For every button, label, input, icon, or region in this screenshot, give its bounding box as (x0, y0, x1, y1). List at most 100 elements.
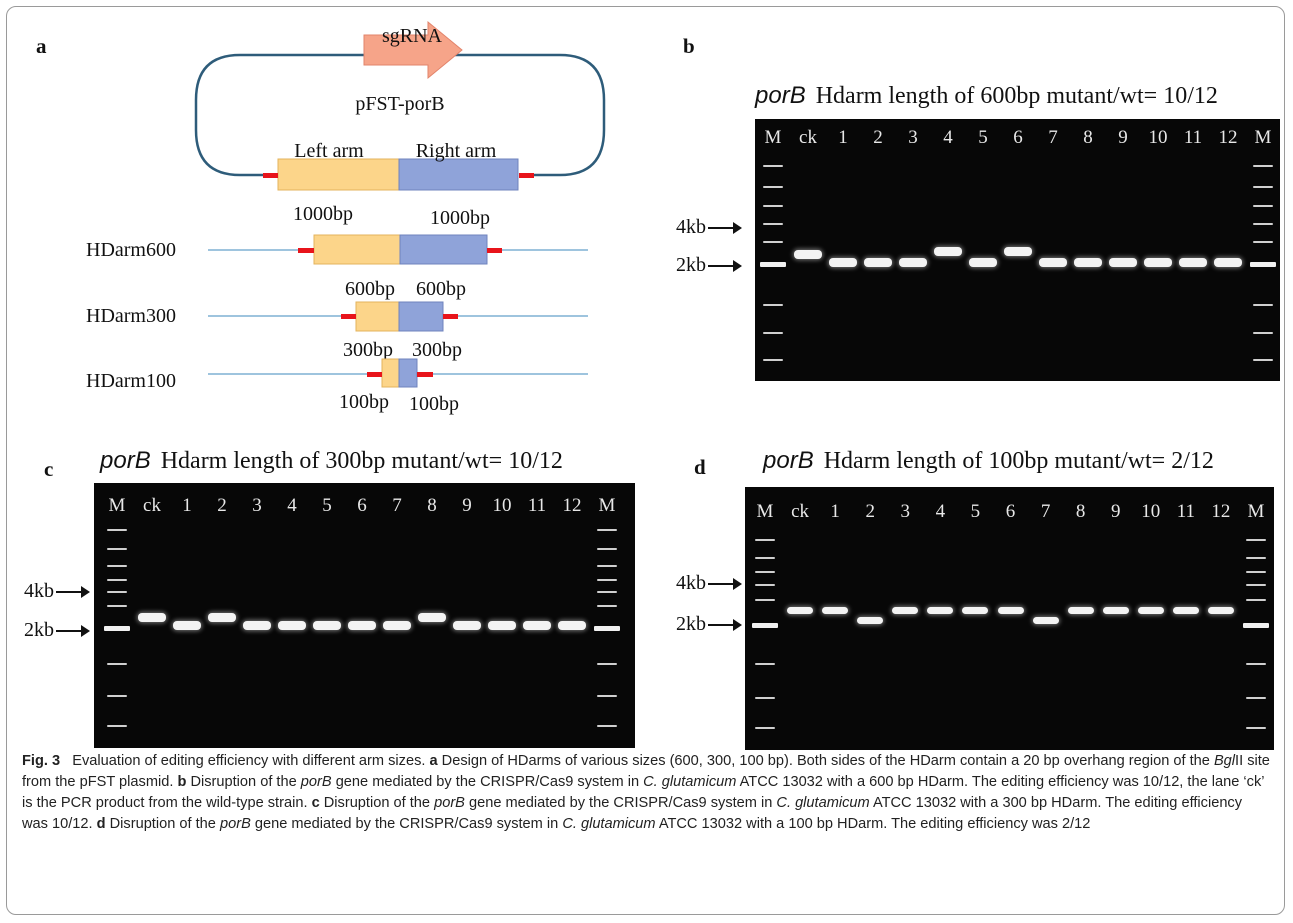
gel-b-ladder-rung (1253, 223, 1273, 225)
gel-b-band-lane-1 (829, 258, 857, 267)
gel-c-band-lane-ck (138, 613, 166, 622)
gel-b-lane-label-11: 10 (1148, 127, 1168, 148)
gel-c-lane-label-8: 7 (392, 495, 402, 516)
panel-label-b: b (683, 34, 695, 58)
gel-c-band-lane-1 (173, 621, 201, 630)
gel-b-lane-label-4: 3 (908, 127, 918, 148)
gel-b-lane-label-13: 12 (1218, 127, 1238, 148)
gel-d-ladder-rung (755, 599, 775, 601)
gel-d-lane-label-7: 6 (1005, 501, 1016, 522)
gel-c-band-lane-6 (348, 621, 376, 630)
arm300-left-bp: 600bp (345, 278, 395, 300)
gel-b-title-text: Hdarm length of 600bp mutant/wt= 10/12 (815, 83, 1218, 109)
gel-d-band-lane-12 (1207, 607, 1234, 614)
plasmid-overhang-right (519, 173, 534, 178)
caption-title: Evaluation of editing efficiency with di… (72, 753, 426, 769)
arm100-name: HDarm100 (86, 370, 176, 392)
gel-d-ladder-rung (1243, 623, 1269, 628)
gel-c-ladder-rung (597, 605, 617, 607)
gel-c-lane-label-2: 1 (182, 495, 192, 516)
plasmid-diagram: sgRNA pFST-porB Left arm Right arm 1000b… (86, 20, 606, 415)
gel-d-band-lane-10 (1137, 607, 1164, 614)
gel-d-band-lane-ck (787, 607, 814, 614)
gel-b-ladder-rung (763, 332, 783, 334)
arm600-name: HDarm600 (86, 239, 176, 261)
sgrna-label: sgRNA (382, 25, 443, 47)
gel-d-ladder-rung (755, 584, 775, 586)
panel-label-d: d (694, 455, 706, 479)
gel-d-band-lane-2 (857, 617, 884, 624)
gel-d-gene: porB (763, 447, 814, 474)
gel-d-ladder-rung (1246, 571, 1266, 573)
panel-label-a: a (36, 34, 47, 58)
arm600-left (313, 234, 401, 265)
gel-c-gene: porB (100, 447, 151, 474)
gel-d-lane-label-1: ck (791, 501, 810, 522)
gel-d-band-lane-5 (962, 607, 989, 614)
gel-b-gene: porB (755, 82, 806, 109)
gel-d-lane-label-5: 4 (935, 501, 946, 522)
gel-b-ladder-rung (763, 359, 783, 361)
gel-b-band-lane-ck (794, 250, 822, 259)
arm600-left-bp: 1000bp (293, 203, 353, 225)
gel-c-ladder-rung (107, 725, 127, 727)
gel-d-lane-label-3: 2 (865, 501, 875, 522)
figure-caption: Fig. 3 Evaluation of editing efficiency … (22, 753, 1270, 832)
gel-b-lane-label-10: 9 (1118, 127, 1128, 148)
gel-c-lane-label-13: 12 (562, 495, 582, 516)
gel-d-title-text: Hdarm length of 100bp mutant/wt= 2/12 (823, 448, 1214, 474)
gel-b-kb-2: 2kb (676, 254, 742, 277)
gel-d-ladder-rung (1246, 663, 1266, 665)
gel-d-band-lane-6 (997, 607, 1024, 614)
gel-c-ladder-rung (104, 626, 130, 631)
arm600-right (399, 234, 488, 265)
gel-d-ladder-rung (755, 697, 775, 699)
gel-d-lane-label-4: 3 (900, 501, 911, 522)
gel-b-lane-label-3: 2 (873, 127, 883, 148)
gel-b-band-lane-4 (934, 247, 962, 256)
gel-c-band-lane-2 (208, 613, 236, 622)
gel-c-ladder-rung (107, 605, 127, 607)
gel-d-ladder-rung (1246, 697, 1266, 699)
gel-b-ladder-rung (760, 262, 786, 267)
gel-b-lane-label-0: M (764, 127, 782, 148)
gel-c-band-lane-3 (243, 621, 271, 630)
gel-d-lane-label-2: 1 (830, 501, 840, 522)
gel-d-ladder-rung (755, 663, 775, 665)
gel-b-ladder-rung (763, 165, 783, 167)
gel-c-lane-label-4: 3 (252, 495, 262, 516)
gel-c-lane-label-14: M (598, 495, 616, 516)
arm100-right (398, 358, 418, 388)
gel-b-lane-label-2: 1 (838, 127, 848, 148)
gel-c-lane-label-11: 10 (492, 495, 512, 516)
arm100-right-bp-bottom: 100bp (409, 393, 459, 415)
gel-d-band-lane-1 (822, 607, 849, 614)
gel-c-kb-2: 2kb (24, 619, 90, 642)
gel-c-ladder-rung (597, 579, 617, 581)
gel-c-ladder-rung (107, 663, 127, 665)
gel-d-kb-2: 2kb (676, 613, 742, 636)
panel-label-c: c (44, 457, 54, 481)
gel-c-band-lane-12 (558, 621, 586, 630)
gel-b-ladder-rung (763, 304, 783, 306)
gel-c-ladder-rung (107, 591, 127, 593)
gel-b-lane-label-14: M (1254, 127, 1272, 148)
gel-b-ladder-rung (763, 223, 783, 225)
gel-b-lane-label-7: 6 (1013, 127, 1023, 148)
gel-d-band-lane-4 (927, 607, 954, 614)
gel-b-ladder-rung (1253, 359, 1273, 361)
gel-d-band-lane-3 (892, 607, 919, 614)
arm100-right-bp: 300bp (412, 339, 462, 361)
gel-d-ladder-rung (755, 539, 775, 541)
gel-d-lane-label-6: 5 (970, 501, 981, 522)
gel-c-band-lane-10 (488, 621, 516, 630)
gel-d-lane-label-8: 7 (1040, 501, 1051, 522)
gel-b-ladder-rung (1250, 262, 1276, 267)
arm100-left-bp: 300bp (343, 339, 393, 361)
gel-d-ladder-rung (755, 727, 775, 729)
gel-d-band-lane-9 (1102, 607, 1129, 614)
gel-b-band-lane-7 (1039, 258, 1067, 267)
gel-b-band-lane-3 (899, 258, 927, 267)
gel-b-lane-label-8: 7 (1048, 127, 1058, 148)
